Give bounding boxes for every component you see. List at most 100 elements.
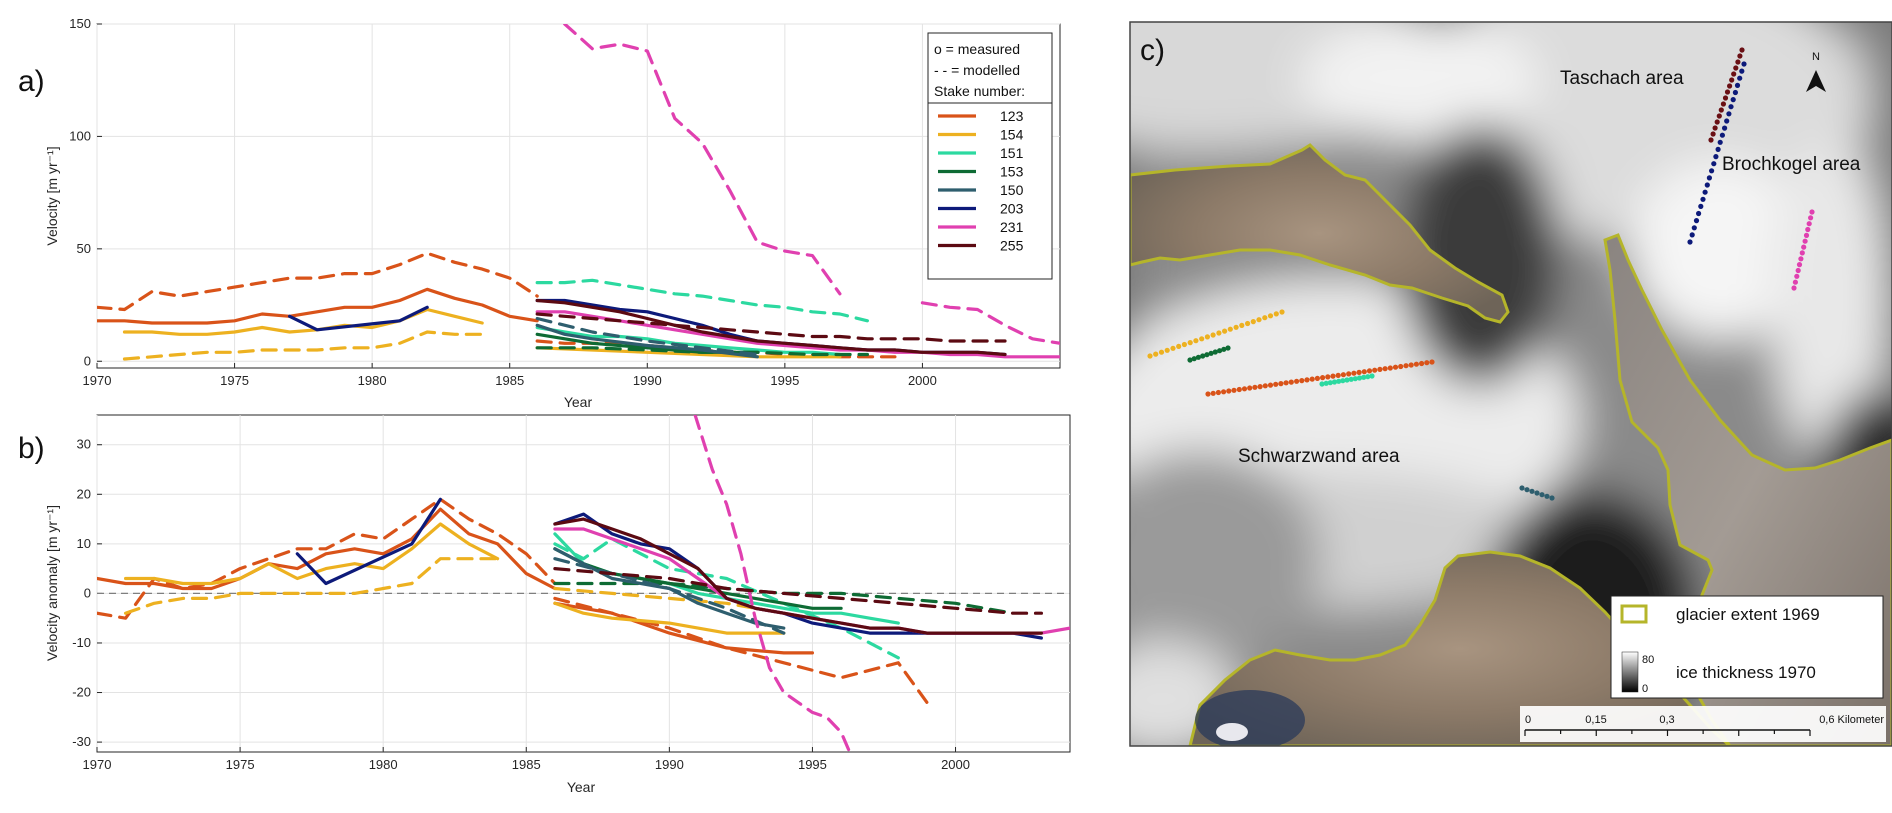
stake-point-123 bbox=[1392, 364, 1399, 370]
x-tick-label: 1970 bbox=[83, 757, 112, 772]
stake-point-255 bbox=[1722, 95, 1729, 101]
stake-point-154 bbox=[1153, 351, 1159, 357]
stake-point-151 bbox=[1361, 374, 1367, 380]
stake-point-123 bbox=[1252, 384, 1258, 390]
stake-point-123 bbox=[1210, 390, 1216, 396]
map-legend: glacier extent 1969 80 0 ice thickness 1… bbox=[1610, 595, 1884, 699]
stake-point-203 bbox=[1726, 111, 1732, 117]
stake-point-203 bbox=[1739, 68, 1745, 74]
series-line-154-measured bbox=[535, 346, 842, 359]
y-tick-label: -20 bbox=[72, 685, 91, 700]
legend-label-255: 255 bbox=[1000, 238, 1024, 254]
stake-point-123 bbox=[1398, 363, 1404, 370]
legend-measured: o = measured bbox=[934, 41, 1020, 57]
stake-point-154 bbox=[1245, 320, 1251, 327]
stake-point-231 bbox=[1794, 273, 1800, 279]
series-line-123-modelled bbox=[97, 251, 539, 312]
stake-point-154 bbox=[1239, 322, 1245, 328]
series-line-151-modelled bbox=[553, 537, 900, 660]
stake-point-123 bbox=[1304, 377, 1310, 383]
stake-point-153 bbox=[1217, 348, 1223, 354]
velocity-anomaly-chart: 1970 1975 1980 1985 1990 1995 2000 -30 -20 -10 0 10… bbox=[18, 414, 1071, 795]
stake-point-151 bbox=[1348, 376, 1354, 382]
legend-glacier-extent: glacier extent 1969 bbox=[1676, 605, 1820, 624]
stake-point-154 bbox=[1250, 319, 1256, 325]
stake-point-123 bbox=[1314, 375, 1320, 381]
stake-point-255 bbox=[1735, 59, 1741, 65]
plot-area-a bbox=[96, 23, 1061, 369]
series-line-153-modelled bbox=[535, 346, 870, 357]
series-line-255-measured bbox=[553, 517, 1044, 635]
stake-point-151 bbox=[1369, 373, 1375, 379]
stake-point-123 bbox=[1340, 372, 1346, 378]
legend-label-123: 123 bbox=[1000, 108, 1024, 124]
x-tick-label: 1980 bbox=[358, 373, 387, 388]
scale-label-015: 0,15 bbox=[1585, 714, 1606, 726]
stake-point-123 bbox=[1424, 360, 1430, 366]
stake-point-154 bbox=[1256, 317, 1262, 323]
stake-point-203 bbox=[1687, 239, 1693, 245]
stake-point-231 bbox=[1803, 232, 1810, 238]
stake-point-231 bbox=[1792, 279, 1798, 285]
legend: o = measured - - = modelled Stake number… bbox=[927, 32, 1053, 280]
ticks-b: 1970 1975 1980 1985 1990 1995 2000 -30 -20 -10 0 10… bbox=[72, 437, 970, 772]
x-tick-label: 1970 bbox=[83, 373, 112, 388]
stake-point-231 bbox=[1801, 244, 1807, 250]
ice-thickness-max: 80 bbox=[1642, 654, 1654, 666]
scale-bar: 0 0,15 0,3 0,6 Kilometer bbox=[1520, 706, 1886, 742]
legend-label-151: 151 bbox=[1000, 145, 1024, 161]
y-tick-label: 30 bbox=[77, 437, 91, 452]
ticks-a: 1970 1975 1980 1985 1990 1995 2000 0 50 100 150 bbox=[69, 16, 937, 388]
stake-point-154 bbox=[1273, 311, 1279, 317]
stake-point-255 bbox=[1720, 101, 1726, 107]
stake-point-203 bbox=[1704, 182, 1710, 188]
stake-point-255 bbox=[1727, 83, 1733, 89]
stake-point-154 bbox=[1227, 326, 1233, 332]
stake-point-151 bbox=[1336, 378, 1342, 384]
x-tick-label: 1995 bbox=[798, 757, 827, 772]
stake-point-151 bbox=[1323, 380, 1329, 386]
stake-point-203 bbox=[1724, 118, 1730, 124]
map-content bbox=[1130, 22, 1892, 746]
x-tick-label: 1975 bbox=[226, 757, 255, 772]
series-line-150-modelled bbox=[553, 557, 786, 635]
stake-point-123 bbox=[1215, 389, 1221, 396]
series-line-123-modelled bbox=[97, 497, 557, 620]
legend-ice-thickness: ice thickness 1970 bbox=[1676, 663, 1816, 682]
legend-stake-title: Stake number: bbox=[934, 83, 1025, 99]
y-tick-label: 50 bbox=[77, 241, 91, 256]
series-line-255-modelled bbox=[535, 312, 1007, 343]
stake-point-255 bbox=[1733, 65, 1739, 71]
legend-modelled: - - = modelled bbox=[934, 62, 1020, 78]
stake-point-153 bbox=[1187, 357, 1193, 363]
stake-point-231 bbox=[1808, 215, 1814, 221]
y-tick-label: 10 bbox=[77, 536, 91, 551]
panel-label-a: a) bbox=[18, 65, 45, 98]
map-legend-box bbox=[1610, 595, 1884, 699]
series-line-154-measured bbox=[123, 522, 500, 586]
stake-point-231 bbox=[1802, 238, 1808, 244]
y-axis-label-b: Velocity anomaly [m yr⁻¹] bbox=[44, 505, 60, 661]
series-line-231-modelled bbox=[920, 301, 1060, 345]
stake-point-123 bbox=[1372, 367, 1378, 373]
stake-point-123 bbox=[1247, 385, 1253, 391]
stake-point-203 bbox=[1730, 97, 1736, 103]
x-tick-label: 1990 bbox=[633, 373, 662, 388]
stake-point-123 bbox=[1262, 383, 1268, 389]
series-line-154-measured bbox=[553, 601, 786, 635]
series-line-154-modelled bbox=[122, 330, 484, 361]
x-tick-label: 1980 bbox=[369, 757, 398, 772]
stake-point-151 bbox=[1319, 381, 1325, 387]
series-line-231-measured bbox=[535, 310, 1060, 359]
stake-point-154 bbox=[1204, 334, 1210, 340]
x-tick-label: 2000 bbox=[941, 757, 970, 772]
series-line-123-modelled bbox=[553, 596, 929, 705]
stake-point-203 bbox=[1689, 232, 1695, 238]
stake-point-151 bbox=[1352, 376, 1358, 382]
stake-point-203 bbox=[1711, 161, 1717, 167]
velocity-chart: 1970 1975 1980 1985 1990 1995 2000 0 50 100 150 a)… bbox=[18, 16, 1061, 410]
stake-point-150 bbox=[1549, 495, 1555, 501]
stake-point-255 bbox=[1708, 137, 1714, 143]
panel-label-b: b) bbox=[18, 432, 45, 465]
